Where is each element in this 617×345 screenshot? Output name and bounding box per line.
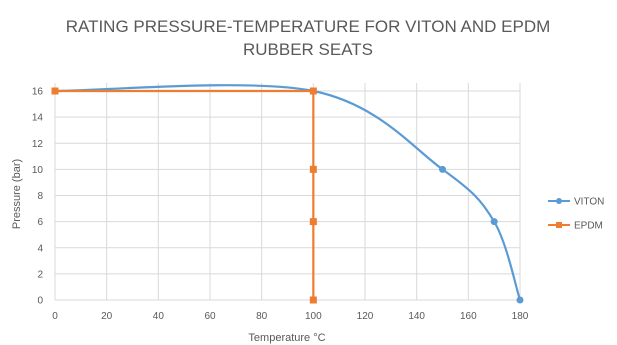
chart-subtitle: RUBBER SEATS	[243, 40, 373, 59]
x-tick-label: 180	[512, 311, 529, 322]
y-tick-label: 14	[32, 113, 44, 124]
x-tick-label: 100	[305, 311, 322, 322]
viton-legend-label: VITON	[574, 197, 604, 208]
viton-series-line	[54, 84, 522, 301]
epdm-legend-marker	[556, 222, 562, 228]
y-tick-label: 16	[32, 87, 44, 98]
viton-data-point	[516, 296, 524, 304]
x-tick-label: 20	[101, 311, 113, 322]
epdm-data-point	[309, 296, 317, 304]
epdm-data-point	[309, 218, 317, 226]
viton-data-point	[439, 165, 446, 173]
y-tick-label: 10	[32, 165, 44, 176]
y-tick-label: 6	[37, 217, 43, 228]
chart-gridlines	[54, 83, 521, 301]
epdm-data-point	[309, 87, 317, 95]
y-axis-label: Pressure (bar)	[11, 159, 23, 229]
y-tick-label: 4	[37, 243, 43, 254]
y-tick-label: 8	[37, 191, 43, 202]
y-tick-label: 0	[37, 296, 43, 307]
epdm-data-point	[309, 165, 317, 173]
chart-title: RATING PRESSURE-TEMPERATURE FOR VITON AN…	[66, 17, 551, 36]
x-tick-label: 80	[256, 311, 268, 322]
x-tick-label: 60	[204, 311, 216, 322]
y-tick-label: 12	[32, 139, 44, 150]
x-tick-label: 120	[357, 311, 374, 322]
x-axis-label: Temperature °C	[248, 332, 325, 344]
y-tick-label: 2	[37, 269, 43, 280]
x-tick-label: 0	[52, 311, 58, 322]
x-tick-label: 160	[460, 311, 477, 322]
epdm-legend-label: EPDM	[574, 221, 603, 232]
x-tick-label: 40	[153, 311, 165, 322]
x-tick-label: 140	[408, 311, 425, 322]
epdm-data-point	[51, 87, 59, 95]
viton-legend-marker	[556, 198, 562, 204]
viton-data-point	[490, 218, 498, 226]
chart-series	[51, 84, 524, 304]
chart-legend: VITON EPDM	[548, 197, 604, 232]
